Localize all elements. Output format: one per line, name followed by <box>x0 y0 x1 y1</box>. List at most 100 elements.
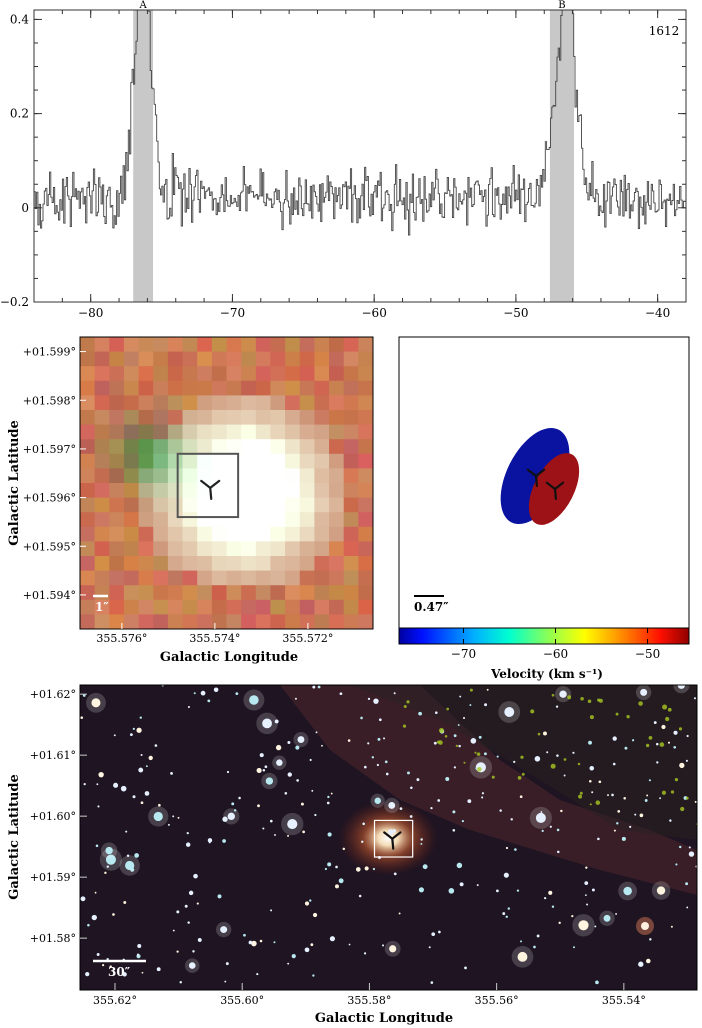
star <box>656 886 666 895</box>
zoom-pixel <box>167 483 184 499</box>
star <box>659 797 662 800</box>
green-star <box>476 752 481 756</box>
zoom-pixel <box>329 380 345 396</box>
star <box>287 741 291 745</box>
zoom-pixel <box>255 410 272 426</box>
star <box>148 755 153 761</box>
star <box>549 825 552 828</box>
green-star <box>662 704 668 710</box>
star <box>172 815 175 818</box>
green-star <box>638 701 643 706</box>
zoom-pixel <box>255 541 272 557</box>
zoom-pixel <box>182 453 198 469</box>
green-star <box>678 727 683 731</box>
zoom-pixel <box>123 483 140 499</box>
star <box>347 739 351 742</box>
star <box>217 894 222 899</box>
zoom-pixel <box>299 483 315 499</box>
star <box>616 822 619 825</box>
zoom-pixel <box>270 351 286 367</box>
star <box>584 881 589 886</box>
zoom-pixel <box>211 337 228 353</box>
star <box>678 845 682 849</box>
zoom-pixel <box>255 351 272 367</box>
zoom-pixel <box>197 395 213 411</box>
zoom-pixel <box>314 337 330 353</box>
zoom-pixel <box>329 512 345 528</box>
zoom-pixel <box>270 570 286 586</box>
zoom-pixel <box>358 556 373 572</box>
zoom-pixel <box>211 468 228 484</box>
zoom-pixel <box>123 614 140 629</box>
green-star <box>403 704 407 709</box>
zoom-pixel <box>314 556 330 572</box>
zoom-pixel <box>80 614 96 629</box>
zoom-pixel <box>299 395 315 411</box>
zoom-pixel <box>94 570 110 586</box>
star <box>310 943 314 947</box>
zoom-pixel <box>182 351 198 367</box>
zoom-pixel <box>299 439 315 455</box>
zoom-pixel <box>211 526 228 542</box>
zoom-pixel <box>314 614 330 629</box>
star <box>476 884 479 887</box>
zoom-pixel <box>211 410 228 426</box>
maser-marker-red <box>545 481 565 500</box>
zoom-pixel <box>329 366 345 382</box>
star <box>388 801 396 809</box>
spectrum-xtick-label: −40 <box>645 306 670 320</box>
zoom-pixel <box>182 395 198 411</box>
zoom-pixel <box>80 351 96 367</box>
zoom-pixel <box>329 468 345 484</box>
star <box>541 829 544 833</box>
zoom-pixel <box>226 497 242 513</box>
zoom-pixel <box>197 453 213 469</box>
zoom-pixel <box>123 366 140 382</box>
zoom-pixel <box>80 483 96 499</box>
zoom-pixel <box>94 439 110 455</box>
zoom-pixel <box>153 570 169 586</box>
star <box>418 711 422 716</box>
star <box>646 794 649 797</box>
zoom-pixel <box>153 614 169 629</box>
zoom-pixel <box>109 468 125 484</box>
zoom-pixel <box>80 541 96 557</box>
star <box>339 692 343 696</box>
star <box>438 930 441 934</box>
star <box>475 767 478 770</box>
star <box>611 793 614 797</box>
zoom-pixel <box>123 424 140 440</box>
star <box>462 717 466 720</box>
zoom-image <box>80 337 373 629</box>
colorbar <box>398 627 690 645</box>
star <box>302 830 305 834</box>
star <box>430 981 434 984</box>
zoom-pixel <box>211 497 228 513</box>
shaded-regions <box>133 10 575 302</box>
green-star <box>563 758 567 761</box>
zoom-pixel <box>314 351 330 367</box>
star <box>363 765 367 769</box>
green-star <box>680 806 685 812</box>
star <box>371 756 375 759</box>
star <box>543 896 547 900</box>
zoom-pixel <box>153 410 169 426</box>
star <box>640 688 648 696</box>
zoom-pixel <box>329 599 345 615</box>
zoom-pixel <box>299 526 315 542</box>
zoom-pixel <box>329 410 345 426</box>
star <box>196 902 199 905</box>
star <box>294 697 297 700</box>
zoom-pixel <box>241 585 257 601</box>
zoom-pixel <box>343 526 359 542</box>
star <box>235 692 239 696</box>
zoom-pixel <box>94 468 110 484</box>
star <box>355 867 361 872</box>
zoom-pixel <box>299 468 315 484</box>
zoom-pixel <box>255 380 272 396</box>
star <box>661 724 666 730</box>
zoom-pixel <box>314 380 330 396</box>
zoom-pixel <box>329 614 345 629</box>
star <box>694 800 697 803</box>
maser-marker-red-arm <box>553 481 565 491</box>
